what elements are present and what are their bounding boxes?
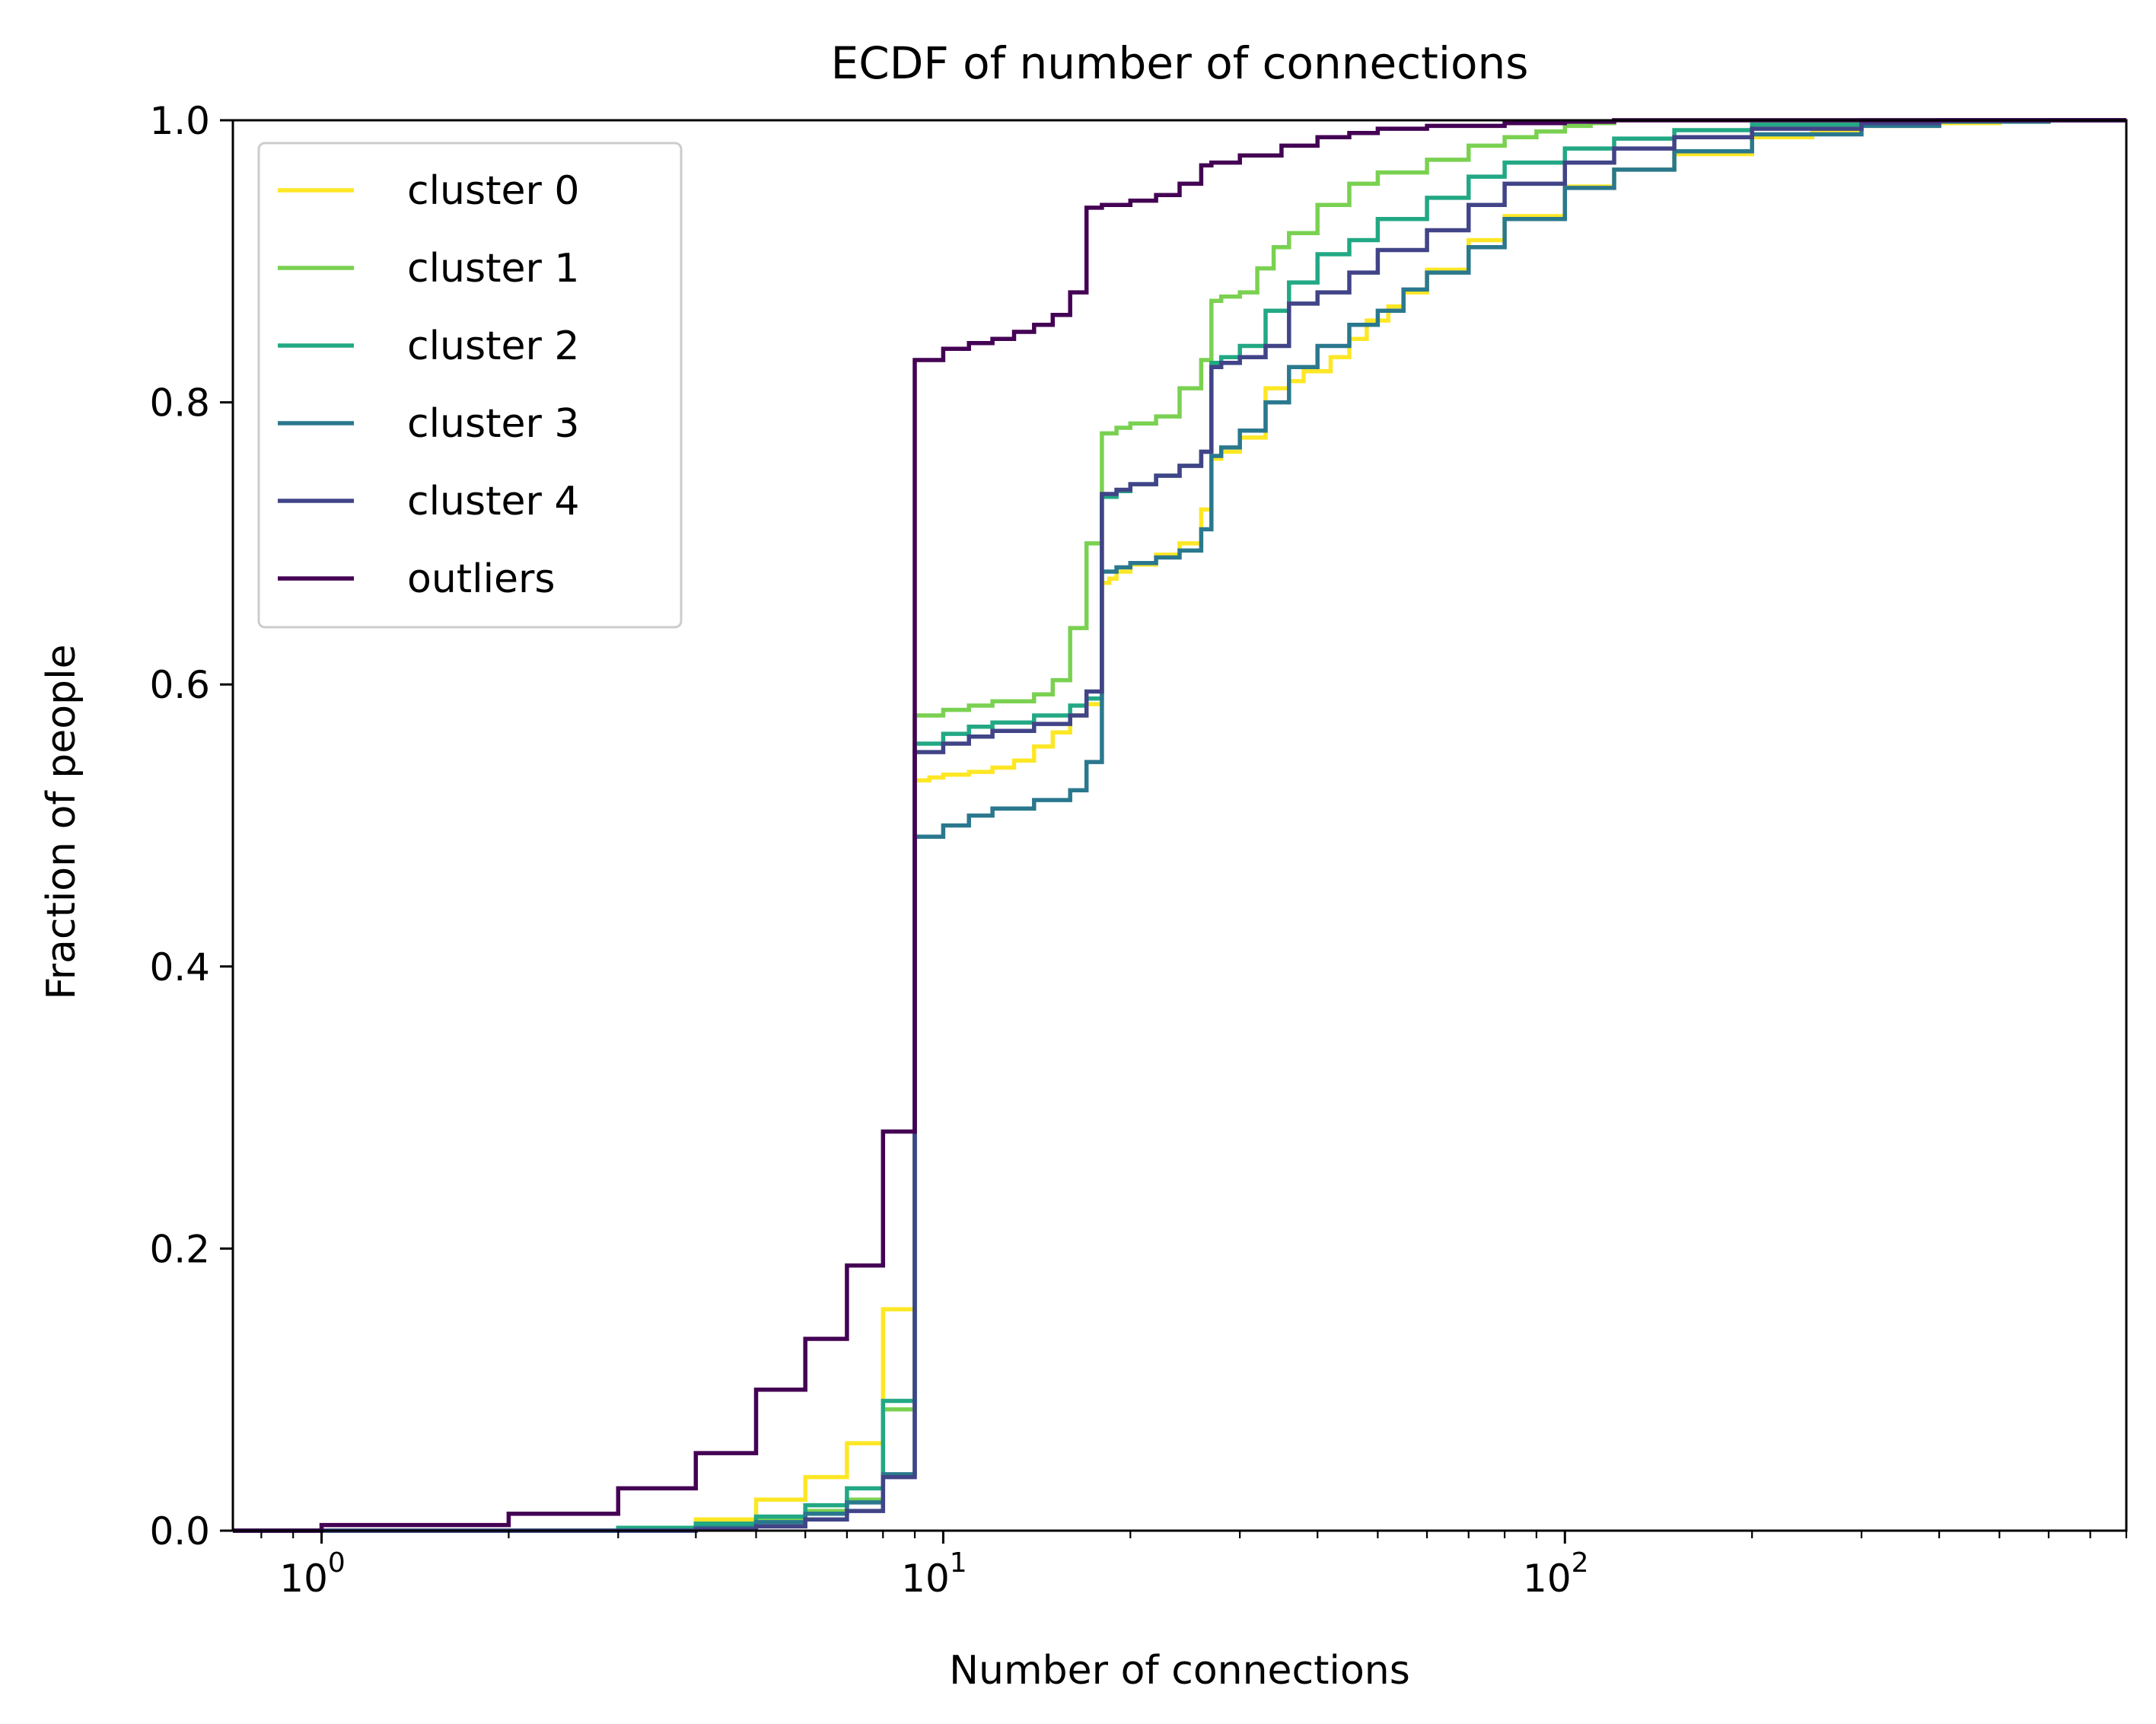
x-tick-label: 102 (1523, 1547, 1589, 1601)
legend-label: outliers (407, 556, 556, 602)
x-tick-label-exponent: 2 (1572, 1547, 1589, 1579)
legend-label: cluster 3 (407, 401, 579, 447)
plot-area-series (233, 118, 2126, 1533)
legend-label: cluster 0 (407, 168, 579, 214)
y-axis-label: Fraction of people (39, 644, 84, 999)
legend-box (257, 142, 683, 629)
y-tick-label: 1.0 (149, 99, 210, 143)
legend-label: cluster 4 (407, 479, 579, 524)
x-axis-label: Number of connections (949, 1648, 1410, 1694)
x-tick-label-base: 10 (279, 1557, 328, 1601)
y-tick-label: 0.8 (149, 381, 210, 425)
legend-label: cluster 2 (407, 323, 579, 369)
y-tick-label: 0.0 (149, 1509, 210, 1554)
series-line-cluster-3 (233, 118, 2126, 1533)
series-line-cluster-1 (233, 118, 2126, 1533)
y-tick-label: 0.2 (149, 1227, 210, 1271)
x-tick-label: 100 (279, 1547, 346, 1601)
y-tick-label: 0.6 (149, 663, 210, 707)
x-tick-label: 101 (901, 1547, 967, 1601)
legend: cluster 0 cluster 1 cluster 2 cluster 3 clus… (257, 142, 683, 629)
chart-title: ECDF of number of connections (831, 37, 1529, 89)
legend-label: cluster 1 (407, 246, 579, 292)
series-line-outliers (233, 118, 2126, 1533)
x-axis: 100 101 102 (260, 1531, 2128, 1601)
y-tick-label: 0.4 (149, 945, 210, 989)
x-tick-label-base: 10 (901, 1557, 950, 1601)
x-tick-label-exponent: 1 (950, 1547, 967, 1579)
y-axis: 0.0 0.2 0.4 0.6 0.8 1.0 (149, 99, 233, 1554)
x-tick-label-exponent: 0 (328, 1547, 346, 1579)
x-tick-label-base: 10 (1523, 1557, 1572, 1601)
plot-frame (231, 119, 2128, 1532)
